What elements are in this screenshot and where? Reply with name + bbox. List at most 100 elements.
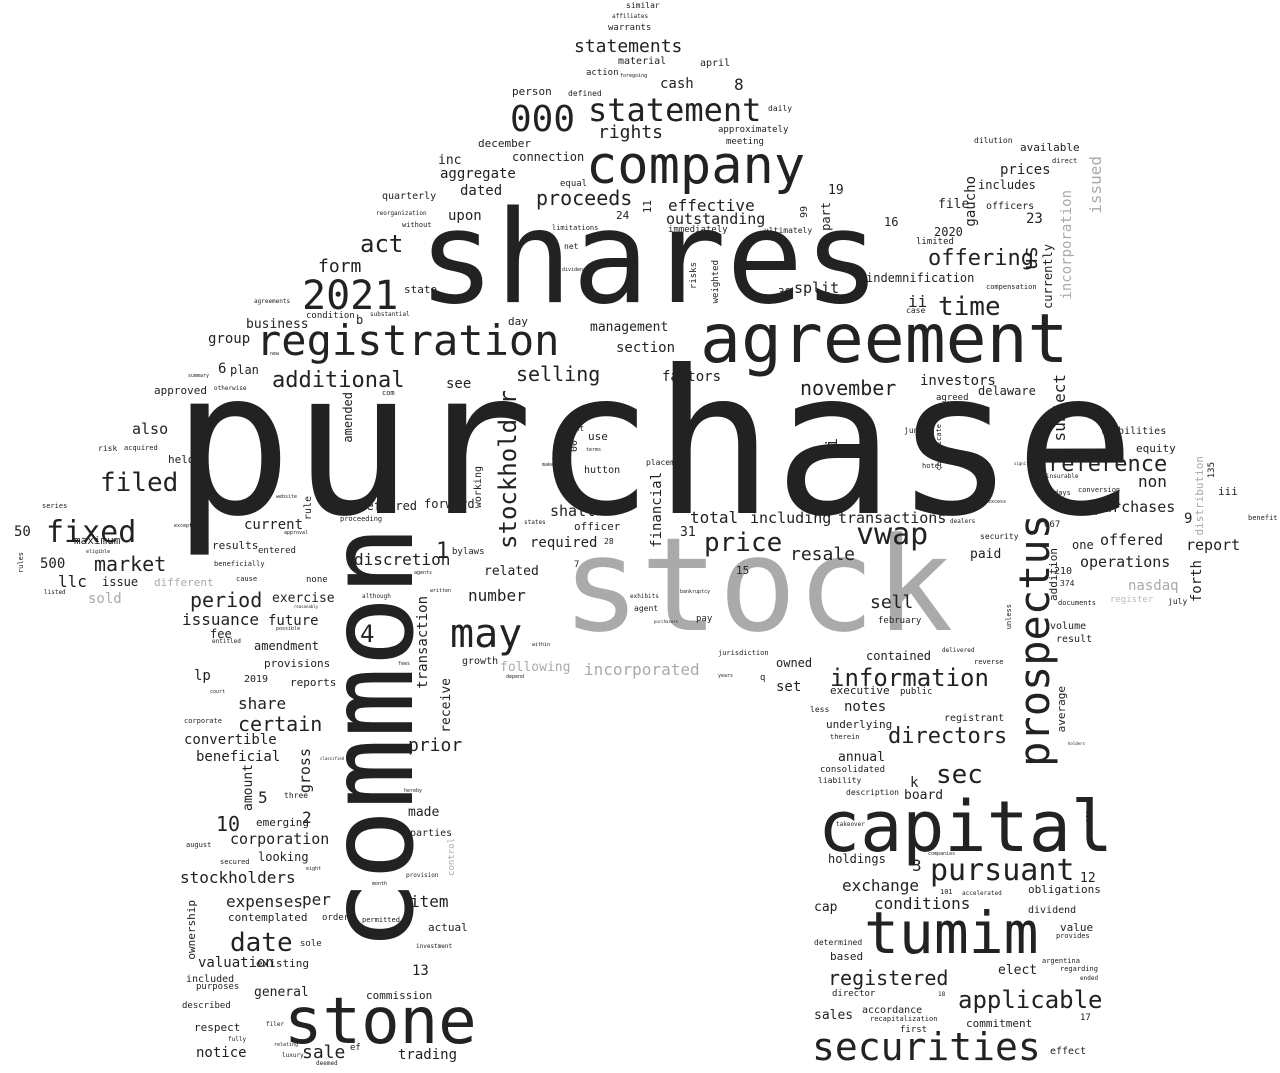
word-num-50: 50: [14, 524, 31, 540]
word-pursuant: pursuant: [930, 853, 1075, 888]
word-except: except: [174, 523, 193, 529]
word-volume: volume: [1050, 621, 1087, 632]
word-stone: stone: [284, 985, 477, 1059]
word-register: register: [1110, 595, 1154, 605]
word-registered: registered: [828, 966, 949, 990]
word-num-5: 5: [258, 788, 268, 807]
word-secured: secured: [220, 858, 250, 866]
word-llc: llc: [58, 572, 87, 591]
word-dilution: dilution: [974, 136, 1013, 145]
word-trading: trading: [398, 1047, 458, 1063]
word-iii: iii: [1218, 485, 1238, 498]
word-meeting: meeting: [726, 137, 764, 147]
word-weighted: weighted: [711, 260, 721, 304]
word-receive: receive: [439, 678, 454, 733]
word-august: august: [186, 841, 212, 849]
word-fully: fully: [228, 1036, 247, 1043]
word-risks: risks: [689, 262, 699, 290]
word-similar: similar: [626, 1, 660, 10]
word-company: company: [586, 136, 806, 196]
word-person: person: [512, 85, 552, 98]
word-liabilities: liabilities: [1100, 426, 1167, 437]
word-non: non: [1138, 472, 1167, 491]
word-num-31: 31: [680, 525, 696, 540]
word-operations: operations: [1080, 553, 1171, 571]
word-paid: paid: [970, 547, 1002, 562]
word-direct: direct: [1052, 157, 1078, 165]
word-num-135: 135: [1207, 462, 1217, 479]
word-reports: reports: [290, 676, 337, 689]
word-certificate: certificate: [935, 424, 943, 471]
word-permitted: permitted: [362, 916, 400, 924]
word-nasdaq: nasdaq: [1128, 578, 1179, 594]
word-num-067: 067: [1044, 520, 1061, 530]
word-corporation: corporation: [230, 830, 330, 848]
word-accelerated: accelerated: [962, 890, 1002, 897]
word-effect: effect: [1050, 1046, 1087, 1057]
word-total: total: [690, 508, 739, 527]
word-pay: pay: [696, 614, 713, 624]
word-material: material: [618, 56, 667, 67]
word-investment: investment: [416, 943, 453, 950]
word-otherwise: otherwise: [214, 385, 247, 392]
word-three: three: [284, 791, 309, 800]
word-000: 000: [510, 99, 576, 140]
word-substantial: substantial: [370, 311, 410, 318]
word-proceeding: proceeding: [340, 515, 383, 523]
word-results: results: [212, 539, 259, 552]
word-stockholders: stockholders: [180, 868, 296, 887]
word-parties: parties: [410, 828, 453, 839]
word-conversion: conversion: [1078, 486, 1121, 494]
word-foregoing: foregoing: [620, 73, 648, 79]
word-shares: shares: [418, 184, 881, 333]
word-num-15: 15: [736, 564, 750, 577]
word-delaware: delaware: [978, 384, 1036, 398]
word-corporate: corporate: [184, 717, 222, 725]
word-forth: forth: [1189, 560, 1205, 603]
word-equal: equal: [560, 179, 588, 189]
word-factors: factors: [662, 369, 722, 385]
word-control: control: [447, 838, 457, 876]
word-gross: gross: [296, 748, 314, 794]
word-resale: resale: [790, 544, 856, 565]
word-exhibits: exhibits: [630, 593, 659, 600]
word-benefit: benefit: [1248, 514, 1278, 522]
word-cause: cause: [236, 575, 258, 583]
word-connection: connection: [512, 150, 585, 164]
word-amendment: amendment: [254, 639, 320, 653]
word-delivered: delivered: [942, 647, 975, 654]
word-information: information: [830, 664, 989, 692]
word-num-2019: 2019: [244, 674, 269, 685]
word-significant: significant: [1014, 461, 1041, 466]
word-unless: unless: [1005, 604, 1013, 630]
word-plan: plan: [230, 363, 259, 377]
word-june: june: [904, 426, 924, 435]
word-excess: excess: [988, 499, 1007, 505]
word-affiliates: affiliates: [612, 13, 649, 20]
word-documents: documents: [1058, 599, 1096, 607]
word-num-500: 500: [40, 556, 66, 572]
word-registration: registration: [256, 316, 560, 365]
word-acquired: acquired: [124, 444, 158, 452]
word-num-00: 00: [569, 440, 580, 453]
word-num-10: 10: [216, 812, 241, 836]
word-num-4: 4: [360, 620, 375, 648]
word-fees: fees: [398, 661, 411, 667]
word-commitment: commitment: [966, 1017, 1033, 1030]
word-num-19: 19: [828, 183, 844, 198]
word-working: working: [473, 466, 484, 509]
word-split: split: [794, 279, 840, 297]
word-relating: relating: [274, 1042, 299, 1048]
word-holdings: holdings: [828, 852, 886, 866]
word-rules: rules: [17, 552, 25, 574]
word-state: state: [404, 283, 438, 296]
word-result: result: [1056, 634, 1093, 645]
word-num-2: 2: [302, 808, 312, 827]
word-num-17: 17: [1080, 1013, 1091, 1023]
word-rule: rule: [303, 496, 314, 521]
word-exercise: exercise: [272, 591, 335, 606]
word-purchasers: purchasers: [654, 619, 679, 624]
word-prior: prior: [408, 735, 463, 756]
word-fee: fee: [210, 627, 232, 641]
